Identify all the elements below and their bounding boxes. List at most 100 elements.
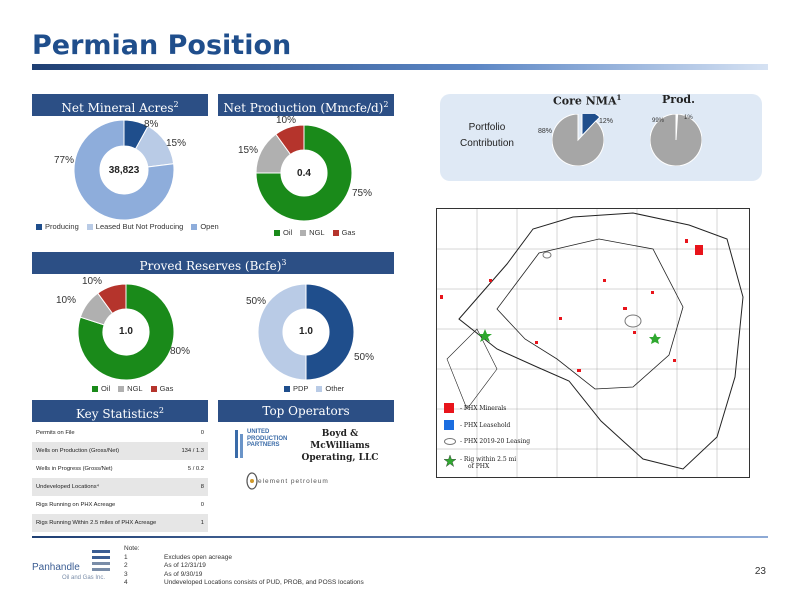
legend-item-ngl-pr: NGL bbox=[118, 384, 143, 393]
legend-item-leased: Leased But Not Producing bbox=[86, 222, 184, 231]
prod-title: Prod. bbox=[662, 93, 695, 106]
boyd-line1: Boyd & McWilliams bbox=[310, 429, 370, 451]
stat-value: 0 bbox=[200, 430, 204, 436]
np-label-gas: 10% bbox=[276, 115, 297, 126]
nma-label-open: 77% bbox=[54, 155, 75, 166]
np-legend: Oil NGL Gas bbox=[274, 228, 355, 237]
portfolio-line2: Contribution bbox=[460, 138, 514, 149]
stat-row: Rigs Running on PHX Acreage 0 bbox=[32, 496, 208, 514]
slice-rest bbox=[650, 114, 702, 166]
header-net-production-label: Net Production (Mmcfe/d) bbox=[223, 101, 384, 115]
header-net-mineral-acres: Net Mineral Acres2 bbox=[32, 94, 208, 116]
map-legend-line1: - Rig within 2.5 mi bbox=[460, 456, 517, 463]
np-label-ngl: 15% bbox=[238, 145, 259, 156]
pr2-label-other: 50% bbox=[246, 296, 267, 307]
slice-open bbox=[74, 120, 174, 220]
slice-oil bbox=[256, 125, 352, 221]
legend-label-producing: Producing bbox=[45, 222, 79, 231]
note-number: 3 bbox=[124, 570, 128, 578]
net-mineral-center-value: 38,823 bbox=[108, 165, 140, 176]
header-top-operators: Top Operators bbox=[218, 400, 394, 422]
stat-label: Rigs Running Within 2.5 miles of PHX Acr… bbox=[36, 520, 157, 526]
header-key-statistics-sup: 2 bbox=[158, 406, 164, 415]
header-top-operators-label: Top Operators bbox=[262, 404, 350, 418]
core-nma-label-core: 12% bbox=[599, 118, 614, 125]
map-legend-line2: of PHX bbox=[468, 463, 490, 470]
core-nma-title: Core NMA1 bbox=[553, 93, 621, 108]
stat-row: Undeveloped Locations⁴ 8 bbox=[32, 478, 208, 496]
slice-rest bbox=[552, 114, 604, 166]
note-text: Undeveloped Locations consists of PUD, P… bbox=[164, 579, 364, 586]
pr1-label-oil: 80% bbox=[170, 346, 191, 357]
legend-item-producing: Producing bbox=[36, 222, 79, 231]
stat-label: Wells on Production (Gross/Net) bbox=[36, 448, 120, 454]
portfolio-contribution-label: Portfolio Contribution bbox=[452, 120, 522, 152]
boyd-line2: Operating, LLC bbox=[301, 453, 379, 463]
permian-map bbox=[436, 208, 750, 478]
note-item: 3 As of 9/30/19 bbox=[124, 571, 364, 580]
prod-label-rest: 99% bbox=[652, 118, 665, 124]
legend-item-open: Open bbox=[191, 222, 219, 231]
notes-heading: Note: bbox=[124, 545, 140, 552]
stat-row: Permits on File 0 bbox=[32, 424, 208, 442]
panhandle-logo-sub: Oil and Gas Inc. bbox=[62, 575, 106, 581]
pr2-label-pdp: 50% bbox=[354, 352, 375, 363]
stat-value: 5 / 0.2 bbox=[187, 466, 204, 472]
map-legend-label: - PHX Minerals bbox=[460, 405, 506, 412]
nma-label-producing: 8% bbox=[144, 119, 159, 130]
map-legend-line1: - PHX 2019-20 Leasing bbox=[460, 438, 531, 445]
header-net-production-sup: 2 bbox=[383, 100, 389, 109]
legend-item-pdp: PDP bbox=[284, 384, 308, 393]
note-item: 4 Undeveloped Locations consists of PUD, … bbox=[124, 579, 364, 588]
pr1-label-gas: 10% bbox=[82, 276, 103, 287]
note-text: Excludes open acreage bbox=[164, 553, 232, 561]
slice-other bbox=[258, 284, 307, 380]
map-legend-label: - PHX Leasehold bbox=[460, 422, 510, 429]
map-legend-swatch bbox=[443, 454, 457, 468]
upp-logo-text: UNITED PRODUCTION PARTNERS bbox=[247, 429, 287, 449]
note-number: 1 bbox=[124, 553, 128, 561]
slice-gas bbox=[275, 125, 305, 156]
stat-value: 0 bbox=[200, 502, 204, 508]
note-text: As of 12/31/19 bbox=[164, 562, 206, 569]
net-production-donut-chart bbox=[256, 125, 352, 221]
united-production-partners-logo bbox=[235, 430, 243, 458]
stat-row: Wells in Progress (Gross/Net) 5 / 0.2 bbox=[32, 460, 208, 478]
header-proved-reserves-label: Proved Reserves (Bcfe) bbox=[139, 259, 282, 273]
upp-line2: PRODUCTION bbox=[247, 435, 288, 442]
core-nma-pie-chart bbox=[552, 114, 604, 166]
boyd-mcwilliams-operator: Boyd & McWilliams Operating, LLC bbox=[292, 428, 388, 464]
header-key-statistics: Key Statistics2 bbox=[32, 400, 208, 422]
nma-label-leased: 15% bbox=[166, 138, 187, 149]
map-legend-swatch bbox=[444, 438, 456, 445]
note-item: 2 As of 12/31/19 bbox=[124, 562, 364, 571]
np-label-oil: 75% bbox=[352, 188, 373, 199]
upp-line3: PARTNERS bbox=[247, 442, 280, 448]
header-proved-reserves: Proved Reserves (Bcfe)3 bbox=[32, 252, 394, 274]
element-petroleum-logo-mark bbox=[246, 472, 258, 490]
legend-label-ngl-pr: NGL bbox=[127, 384, 143, 393]
map-legend-line1: - PHX Leasehold bbox=[460, 422, 511, 429]
pr2-legend: PDP Other bbox=[284, 384, 344, 393]
note-number: 2 bbox=[124, 562, 128, 569]
title-underline bbox=[32, 64, 768, 70]
element-petroleum-logo-text: element petroleum bbox=[258, 478, 329, 485]
legend-label-gas-pr: Gas bbox=[159, 384, 174, 393]
page-number: 23 bbox=[754, 566, 766, 577]
footer-divider bbox=[32, 536, 768, 538]
legend-label-oil-pr: Oil bbox=[101, 384, 111, 393]
legend-label-leased: Leased But Not Producing bbox=[95, 222, 184, 231]
net-production-center-value: 0.4 bbox=[297, 168, 311, 179]
prod-label-core: 1% bbox=[684, 115, 693, 121]
stat-label: Permits on File bbox=[36, 430, 75, 436]
note-text: As of 9/30/19 bbox=[164, 570, 203, 578]
legend-item-other: Other bbox=[316, 384, 344, 393]
legend-item-gas-pr: Gas bbox=[150, 384, 174, 393]
pr1-label-ngl: 10% bbox=[56, 295, 77, 306]
slice-pdp bbox=[305, 284, 354, 380]
map-graphic bbox=[437, 209, 749, 477]
note-item: 1 Excludes open acreage bbox=[124, 554, 364, 563]
stat-value: 1 bbox=[200, 520, 204, 526]
core-nma-label-rest: 88% bbox=[538, 128, 553, 135]
core-nma-title-sup: 1 bbox=[616, 93, 622, 102]
